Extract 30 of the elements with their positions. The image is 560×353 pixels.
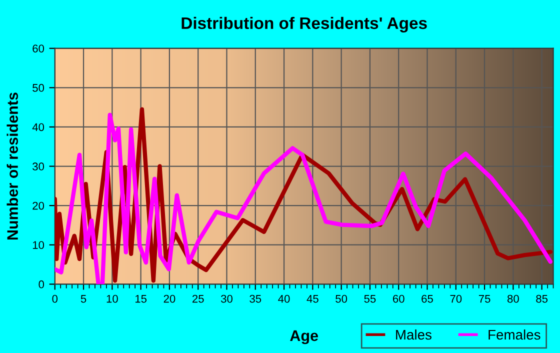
y-tick-label: 50 [32,84,44,92]
x-tick-label: 0 [52,294,58,303]
x-tick-label: 20 [164,294,176,303]
y-tick-label: 30 [32,162,44,170]
x-tick-label: 30 [220,294,232,303]
x-tick-label: 5 [80,294,86,303]
legend-label: Males [396,329,432,340]
x-tick-label: 65 [422,294,433,303]
x-tick-label: 25 [192,294,204,303]
legend-label: Females [488,329,540,340]
x-tick-label: 75 [478,294,490,303]
y-tick-label: 40 [32,123,44,132]
x-tick-label: 40 [278,294,290,303]
x-tick-label: 85 [536,294,548,303]
x-tick-label: 80 [507,294,519,303]
x-tick-label: 35 [250,294,262,303]
y-axis-title: Number of residents [6,92,18,240]
y-tick-label: 0 [38,280,44,288]
y-tick-label: 10 [32,241,44,249]
y-tick-label: 60 [32,44,44,52]
y-tick-label: 20 [32,202,44,210]
x-tick-label: 45 [306,294,318,303]
x-tick-label: 60 [392,294,404,303]
x-axis-title: Age [290,330,318,344]
x-tick-label: 55 [364,294,376,303]
chart-title: Distribution of Residents' Ages [182,16,427,32]
x-tick-label: 50 [336,294,348,303]
x-tick-label: 10 [106,294,118,303]
x-tick-label: 70 [450,294,462,303]
x-tick-label: 15 [135,294,147,303]
